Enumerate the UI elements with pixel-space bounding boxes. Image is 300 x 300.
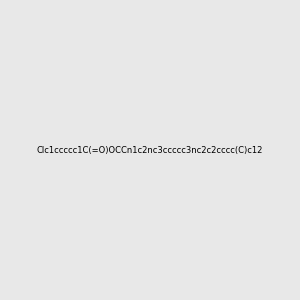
Text: Clc1ccccc1C(=O)OCCn1c2nc3ccccc3nc2c2cccc(C)c12: Clc1ccccc1C(=O)OCCn1c2nc3ccccc3nc2c2cccc… xyxy=(37,146,263,154)
